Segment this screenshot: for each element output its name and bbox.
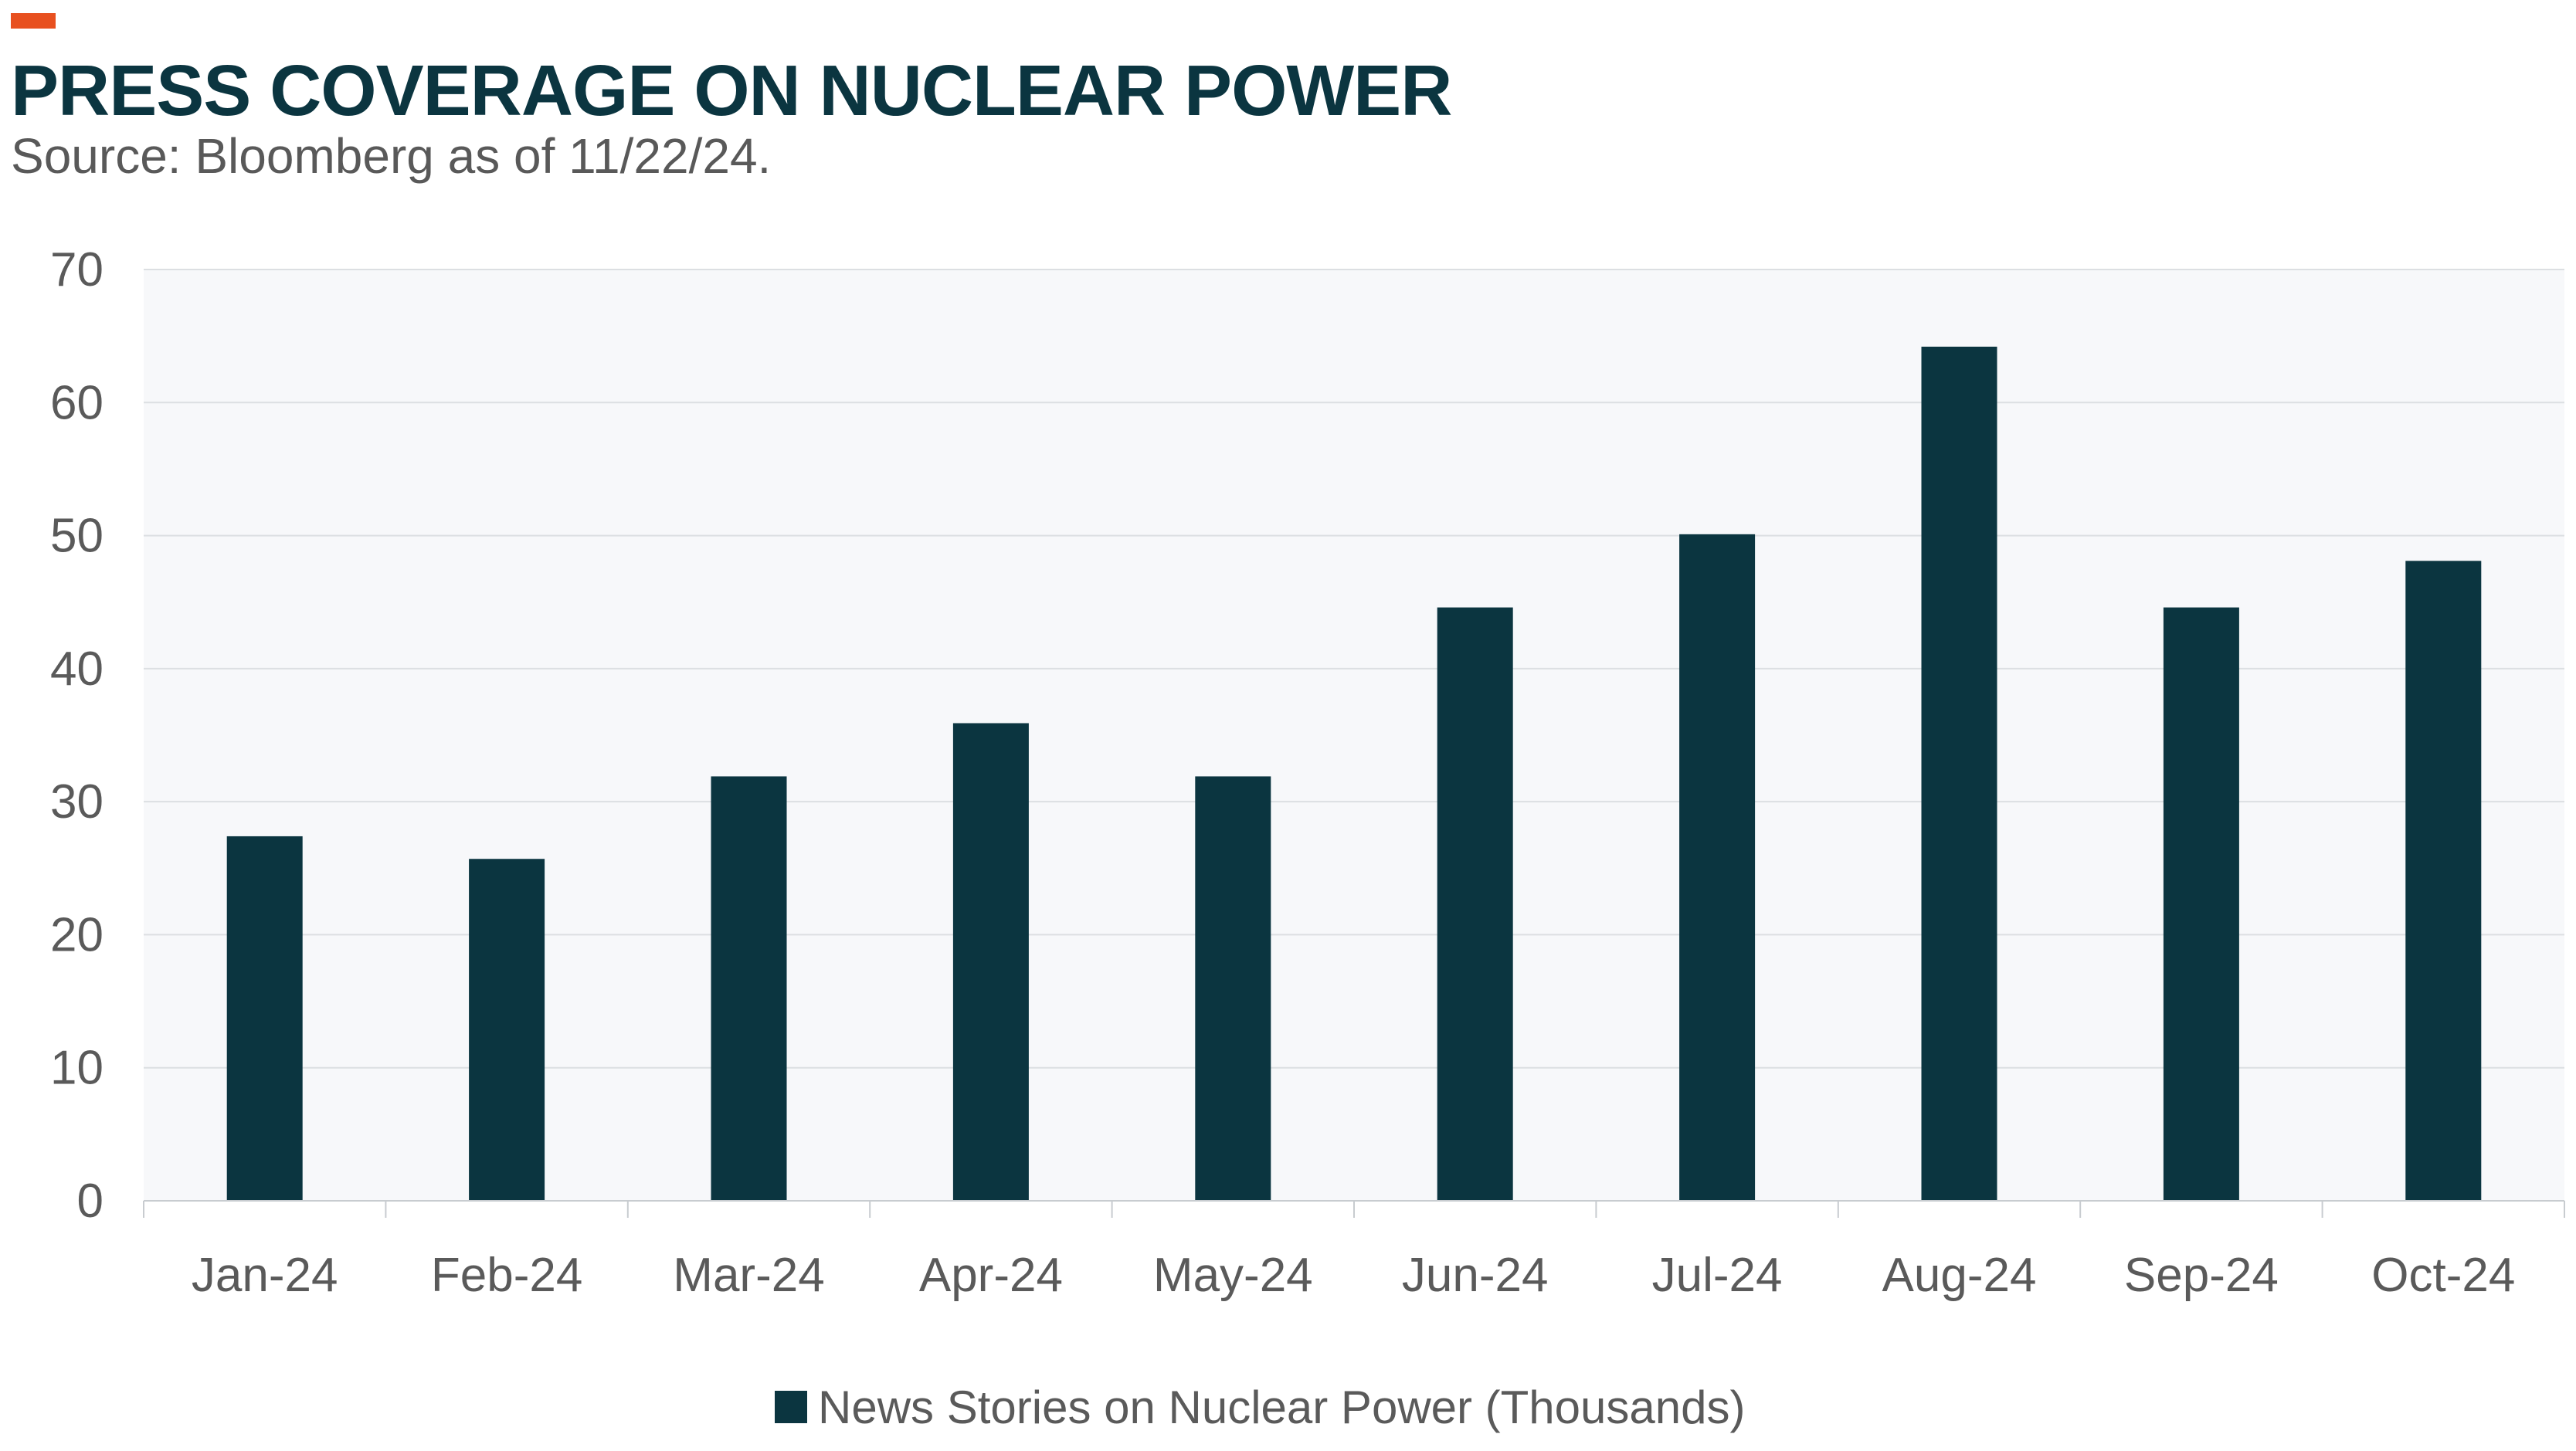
x-tick-label: Aug-24 (1882, 1249, 2037, 1302)
y-tick-label: 30 (50, 775, 104, 829)
legend-swatch (775, 1391, 807, 1423)
x-tick-label: Sep-24 (2124, 1249, 2279, 1302)
bar (711, 776, 787, 1201)
y-tick-label: 70 (50, 243, 104, 297)
y-tick-label: 10 (50, 1042, 104, 1095)
bar (1921, 346, 1997, 1201)
gridlines (144, 269, 2564, 1069)
y-tick-label: 60 (50, 376, 104, 429)
accent-bar (11, 13, 56, 29)
y-tick-label: 20 (50, 908, 104, 961)
bar (1679, 534, 1756, 1201)
chart-subtitle: Source: Bloomberg as of 11/22/24. (11, 128, 772, 184)
bar (1437, 607, 1513, 1201)
x-tick-label: May-24 (1153, 1249, 1313, 1302)
bar (1195, 776, 1271, 1201)
x-tick-label: Jul-24 (1652, 1249, 1783, 1302)
legend-label: News Stories on Nuclear Power (Thousands… (818, 1381, 1746, 1433)
bar (2405, 561, 2482, 1201)
x-tick-label: Mar-24 (673, 1249, 824, 1302)
x-tick-label: Jun-24 (1402, 1249, 1549, 1302)
x-tick-label: Jan-24 (192, 1249, 338, 1302)
y-axis: 0 10 20 30 40 50 60 70 (50, 243, 104, 1228)
y-tick-label: 50 (50, 510, 104, 563)
bar (469, 859, 545, 1201)
x-axis (143, 1200, 2565, 1218)
bar (2163, 607, 2239, 1201)
bars (226, 346, 2482, 1201)
x-axis-labels: Jan-24 Feb-24 Mar-24 Apr-24 May-24 Jun-24 Jul-… (192, 1249, 2515, 1302)
y-tick-label: 40 (50, 642, 104, 696)
legend: News Stories on Nuclear Power (Thousands… (775, 1376, 1746, 1438)
chart-title: PRESS COVERAGE ON NUCLEAR POWER (11, 50, 1452, 131)
y-tick-label: 0 (77, 1175, 104, 1228)
x-tick-label: Feb-24 (431, 1249, 582, 1302)
bar (226, 836, 303, 1201)
bar (952, 723, 1029, 1201)
plot-area (144, 270, 2564, 1201)
x-tick-label: Apr-24 (919, 1249, 1063, 1302)
x-tick-label: Oct-24 (2371, 1249, 2515, 1302)
